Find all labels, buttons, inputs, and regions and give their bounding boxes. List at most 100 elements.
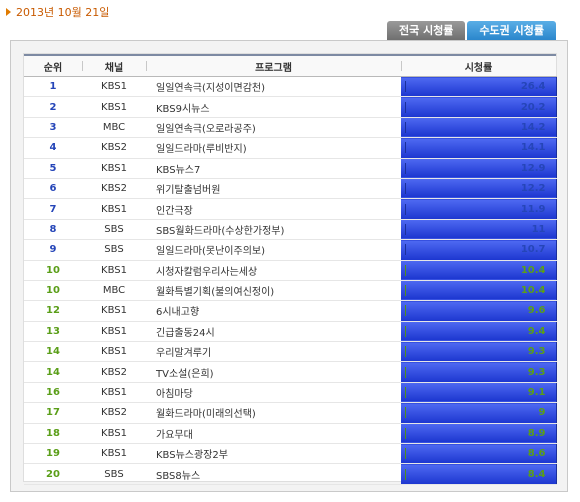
rating-bar-wrap: 10.4 xyxy=(405,285,556,297)
program-cell: 긴급출동24시 xyxy=(146,321,401,343)
rank-cell: 4 xyxy=(24,137,82,159)
rank-cell: 7 xyxy=(24,198,82,220)
rank-cell: 12 xyxy=(24,300,82,322)
rating-bar-wrap: 9 xyxy=(405,407,556,419)
rating-bar-wrap: 8.4 xyxy=(405,468,556,480)
rating-bar-wrap: 14.1 xyxy=(405,142,556,154)
rating-bar xyxy=(405,448,406,460)
channel-cell: KBS1 xyxy=(82,382,146,404)
channel-cell: KBS1 xyxy=(82,321,146,343)
tab-capital-area-rating[interactable]: 수도권 시청률 xyxy=(467,21,556,40)
rating-bar xyxy=(405,162,406,174)
column-header-rating: 시청률 xyxy=(401,54,556,77)
program-cell: 시청자칼럼우리사는세상 xyxy=(146,260,401,281)
rating-cell: 14.2 xyxy=(401,117,557,139)
column-header-program: 프로그램 xyxy=(146,54,401,77)
rating-bar-wrap: 12.2 xyxy=(405,183,556,195)
rating-value: 9.4 xyxy=(527,325,546,337)
rating-bar xyxy=(405,264,406,276)
program-cell: SBS8뉴스 xyxy=(146,463,401,485)
rating-bar-wrap: 14.2 xyxy=(405,121,556,133)
rank-cell: 9 xyxy=(24,239,82,261)
rating-cell: 8.4 xyxy=(401,463,557,485)
program-cell: 일일연속극(지성이면감천) xyxy=(146,76,401,98)
channel-cell: KBS1 xyxy=(82,341,146,363)
channel-cell: KBS2 xyxy=(82,361,146,383)
rank-cell: 6 xyxy=(24,178,82,200)
rating-bar xyxy=(405,101,406,113)
rating-cell: 8.9 xyxy=(401,423,557,445)
channel-cell: KBS2 xyxy=(82,137,146,159)
rating-cell: 12.9 xyxy=(401,158,557,179)
program-cell: 우리말겨루기 xyxy=(146,341,401,363)
rating-value: 8.4 xyxy=(527,468,546,480)
rating-bar-wrap: 8.6 xyxy=(405,448,556,460)
program-cell: 월화특별기획(불의여신정이) xyxy=(146,280,401,302)
tab-nationwide-rating[interactable]: 전국 시청률 xyxy=(387,21,466,40)
channel-cell: KBS1 xyxy=(82,96,146,118)
program-cell: 6시내고향 xyxy=(146,300,401,322)
rating-value: 20.2 xyxy=(520,101,546,113)
channel-cell: SBS xyxy=(82,239,146,261)
rating-cell: 14.1 xyxy=(401,137,557,159)
ratings-panel: 순위 채널 프로그램 시청률 1 KBS1 일일연속극(지성이면감천) 26.4 2 KB… xyxy=(10,40,568,492)
rank-cell: 18 xyxy=(24,423,82,445)
channel-cell: KBS1 xyxy=(82,443,146,465)
program-cell: SBS월화드라마(수상한가정부) xyxy=(146,219,401,241)
table-row: 1 KBS1 일일연속극(지성이면감천) 26.4 xyxy=(24,76,557,98)
rating-bar-wrap: 26.4 xyxy=(405,81,556,93)
rating-value: 9.6 xyxy=(527,305,546,317)
rating-bar xyxy=(405,121,406,133)
table-row: 12 KBS1 6시내고향 9.6 xyxy=(24,300,557,322)
rating-cell: 11 xyxy=(401,219,557,241)
rating-bar xyxy=(405,81,406,93)
program-cell: KBS뉴스광장2부 xyxy=(146,443,401,465)
rating-bar xyxy=(405,285,406,297)
table-row: 10 KBS1 시청자칼럼우리사는세상 10.4 xyxy=(24,260,557,281)
channel-cell: KBS1 xyxy=(82,300,146,322)
table-header-row: 순위 채널 프로그램 시청률 xyxy=(24,54,556,77)
rank-cell: 16 xyxy=(24,382,82,404)
rating-value: 26.4 xyxy=(520,81,546,93)
table-row: 18 KBS1 가요무대 8.9 xyxy=(24,423,557,445)
rating-cell: 12.2 xyxy=(401,178,557,200)
bullet-arrow-icon xyxy=(6,8,11,16)
rating-value: 11.9 xyxy=(520,203,546,215)
date-header: 2013년 10월 21일 xyxy=(6,4,109,20)
rating-value: 14.1 xyxy=(520,142,546,154)
channel-cell: KBS1 xyxy=(82,158,146,179)
rating-bar-wrap: 10.4 xyxy=(405,264,556,276)
channel-cell: MBC xyxy=(82,117,146,139)
table-row: 2 KBS1 KBS9시뉴스 20.2 xyxy=(24,96,557,118)
rating-cell: 8.6 xyxy=(401,443,557,465)
program-cell: 가요무대 xyxy=(146,423,401,445)
rating-bar xyxy=(405,325,406,337)
rating-bar-wrap: 9.3 xyxy=(405,366,556,378)
rating-value: 9.1 xyxy=(527,387,546,399)
rating-value: 10.4 xyxy=(520,285,546,297)
table-row: 20 SBS SBS8뉴스 8.4 xyxy=(24,463,557,485)
channel-cell: KBS2 xyxy=(82,178,146,200)
rating-bar-wrap: 10.7 xyxy=(405,244,556,256)
program-cell: TV소설(은희) xyxy=(146,361,401,383)
program-cell: KBS뉴스7 xyxy=(146,158,401,179)
ratings-table: 순위 채널 프로그램 시청률 1 KBS1 일일연속극(지성이면감천) 26.4 2 KB… xyxy=(24,54,557,485)
column-header-channel: 채널 xyxy=(82,54,146,77)
rating-tabs: 전국 시청률 수도권 시청률 xyxy=(385,21,556,40)
column-header-rank: 순위 xyxy=(24,54,82,77)
rating-bar xyxy=(405,427,406,439)
rank-cell: 13 xyxy=(24,321,82,343)
rating-bar-wrap: 12.9 xyxy=(405,162,556,174)
rating-value: 12.2 xyxy=(520,183,546,195)
rating-bar xyxy=(405,183,406,195)
rating-bar-wrap: 8.9 xyxy=(405,427,556,439)
rank-cell: 14 xyxy=(24,341,82,363)
program-cell: 월화드라마(미래의선택) xyxy=(146,402,401,424)
program-cell: 위기탈출넘버원 xyxy=(146,178,401,200)
table-row: 16 KBS1 아침마당 9.1 xyxy=(24,382,557,404)
program-cell: 아침마당 xyxy=(146,382,401,404)
rating-bar xyxy=(405,366,406,378)
rating-value: 10.7 xyxy=(520,244,546,256)
rating-value: 9.3 xyxy=(527,366,546,378)
rating-bar xyxy=(405,305,406,317)
